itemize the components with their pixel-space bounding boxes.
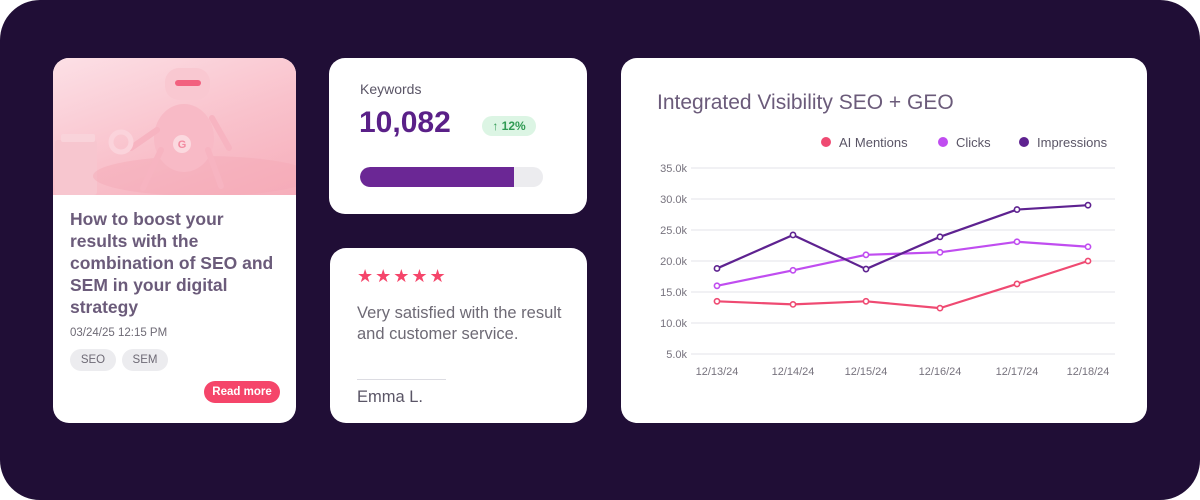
keywords-value: 10,082 [359, 106, 451, 139]
y-tick-label: 10.0k [660, 318, 687, 330]
data-point-impressions [1084, 201, 1092, 209]
line-chart: 35.0k 30.0k 25.0k 20.0k 15.0k 10.0k 5.0k 12/13/… [660, 135, 1115, 378]
keywords-label: Keywords [360, 81, 422, 97]
data-point-ai-mentions [1013, 280, 1021, 288]
tag-sem[interactable]: SEM [122, 349, 168, 371]
blog-title[interactable]: How to boost your results with the combi… [70, 209, 274, 317]
x-tick-label: 12/14/24 [772, 366, 815, 378]
data-point-ai-mentions [789, 300, 797, 308]
data-point-ai-mentions [713, 297, 721, 305]
x-tick-label: 12/16/24 [919, 366, 962, 378]
blog-card[interactable]: G How to boost your results with the com… [53, 58, 296, 423]
series-line-ai-mentions [716, 259, 1089, 310]
keywords-card: Keywords 10,082 ↑ 12% [329, 58, 587, 214]
keywords-progress-bar [360, 167, 543, 187]
chart-title: Integrated Visibility SEO + GEO [657, 91, 954, 114]
x-tick-label: 12/15/24 [845, 366, 888, 378]
legend-marker-impressions [1019, 137, 1029, 147]
data-point-impressions [936, 233, 944, 241]
x-tick-label: 12/18/24 [1067, 366, 1110, 378]
data-point-ai-mentions [936, 304, 944, 312]
keywords-progress-fill [360, 167, 514, 187]
review-divider [357, 379, 446, 380]
data-point-impressions [713, 265, 721, 272]
data-point-clicks [1013, 238, 1021, 246]
blog-hero-image: G [53, 58, 296, 196]
keywords-change-badge: ↑ 12% [482, 116, 536, 136]
y-tick-label: 25.0k [660, 225, 687, 237]
data-point-ai-mentions [1084, 257, 1092, 265]
data-point-clicks [1084, 243, 1092, 251]
read-more-button[interactable]: Read more [204, 381, 280, 403]
series-line-impressions [716, 204, 1089, 271]
legend-label-ai-mentions: AI Mentions [839, 135, 908, 150]
tag-seo[interactable]: SEO [70, 349, 116, 371]
rating-stars-icon: ★★★★★ [357, 266, 448, 286]
data-point-ai-mentions [862, 297, 870, 305]
robot-logo-letter: G [178, 139, 187, 151]
data-point-clicks [789, 266, 797, 274]
legend-label-clicks: Clicks [956, 135, 991, 150]
y-tick-label: 15.0k [660, 287, 687, 299]
blog-date: 03/24/25 12:15 PM [70, 327, 168, 339]
y-tick-label: 30.0k [660, 194, 687, 206]
data-point-clicks [713, 282, 721, 290]
legend-marker-ai-mentions [821, 137, 831, 147]
review-author: Emma L. [357, 388, 424, 406]
data-point-impressions [862, 265, 870, 273]
data-point-clicks [936, 248, 944, 256]
y-tick-label: 20.0k [660, 256, 687, 268]
data-point-impressions [789, 231, 797, 239]
review-text: Very satisfied with the result and custo… [357, 304, 562, 343]
visibility-chart-card: Integrated Visibility SEO + GEO 35.0k 30.… [621, 58, 1147, 423]
robot-illustration: G [55, 68, 296, 196]
data-point-clicks [862, 251, 870, 259]
data-point-impressions [1013, 206, 1021, 213]
legend-marker-clicks [938, 137, 948, 147]
legend-label-impressions: Impressions [1037, 135, 1108, 150]
review-card: ★★★★★ Very satisfied with the result and… [330, 248, 587, 423]
y-tick-label: 5.0k [666, 349, 687, 361]
x-tick-label: 12/13/24 [696, 366, 739, 378]
y-tick-label: 35.0k [660, 163, 687, 175]
x-tick-label: 12/17/24 [996, 366, 1039, 378]
